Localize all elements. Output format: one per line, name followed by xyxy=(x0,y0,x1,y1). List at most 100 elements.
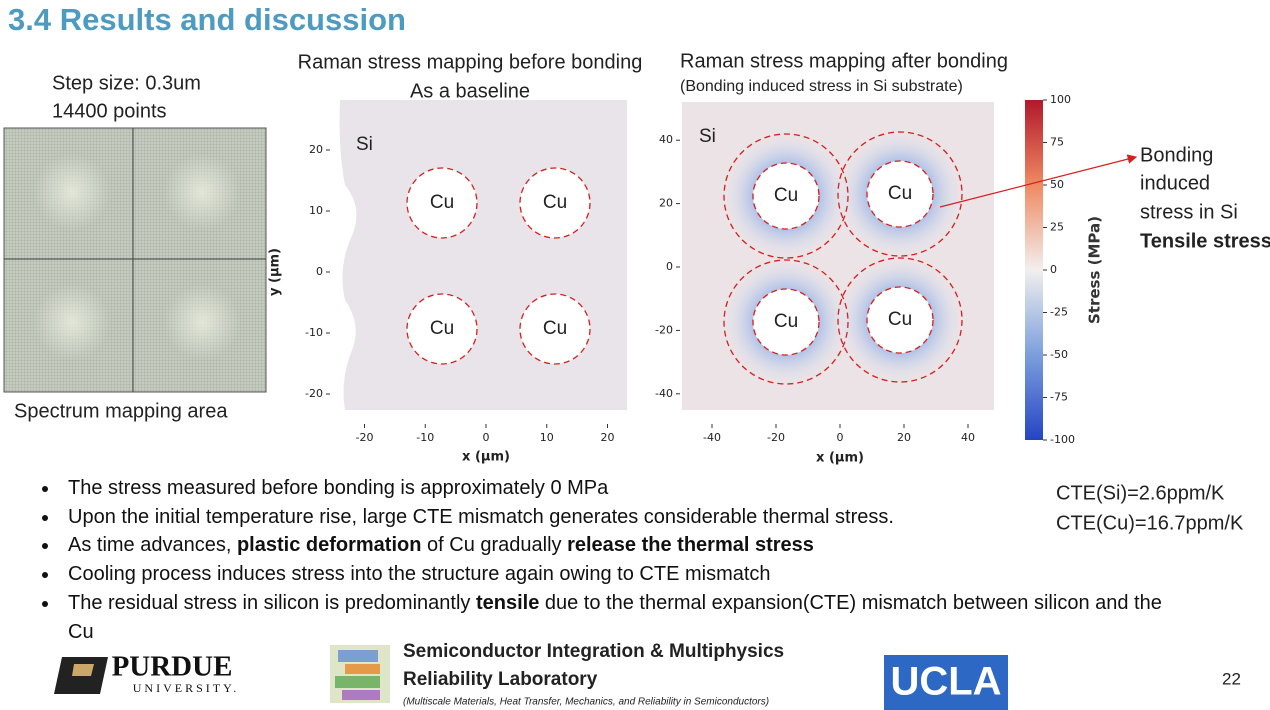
ucla: UCLA xyxy=(890,660,1001,704)
outer-ring xyxy=(723,133,849,259)
x-tick-label: 20 xyxy=(897,431,911,444)
cu-label: Cu xyxy=(888,183,912,204)
colorbar-tick-label: -100 xyxy=(1050,433,1075,446)
colorbar-label: Stress (MPa) xyxy=(1086,216,1104,324)
si-label: Si xyxy=(356,134,373,155)
cu-label: Cu xyxy=(774,311,798,332)
cu-pad xyxy=(519,293,591,365)
x-tick-label: 10 xyxy=(540,431,554,444)
cu-label: Cu xyxy=(888,309,912,330)
x-tick-label: -10 xyxy=(416,431,434,444)
y-tick-label: -20 xyxy=(655,323,673,336)
before-map-image xyxy=(339,100,627,410)
bullet-text: Cooling process induces stress into the … xyxy=(68,563,771,586)
cu-label: Cu xyxy=(543,318,567,339)
outer-ring xyxy=(837,257,963,383)
cu-label: Cu xyxy=(774,185,798,206)
colorbar-tick-label: 50 xyxy=(1050,178,1064,191)
annotation: stress in Si xyxy=(1140,201,1238,223)
y-axis-label: y (μm) xyxy=(268,248,283,296)
y-tick-label: 10 xyxy=(309,204,323,217)
page-number: 22 xyxy=(1222,669,1241,688)
bullet-text: of Cu gradually xyxy=(421,534,568,557)
lab-name: Reliability Laboratory xyxy=(403,669,598,690)
colorbar-tick-label: 100 xyxy=(1050,93,1071,106)
x-tick-label: 0 xyxy=(837,431,844,444)
annotation: Bonding xyxy=(1140,144,1213,166)
cte: CTE(Si)=2.6ppm/K xyxy=(1056,482,1225,504)
cu-pad xyxy=(866,160,934,228)
y-tick-label: 40 xyxy=(659,133,673,146)
cu-pad xyxy=(752,162,820,230)
bullet: As time advances, plastic deformation of… xyxy=(40,531,1190,560)
x-tick-label: -40 xyxy=(703,431,721,444)
colorbar-tick-label: 75 xyxy=(1050,136,1064,149)
lab-icon xyxy=(330,645,390,703)
cu-label: Cu xyxy=(430,318,454,339)
bullet: The residual stress in silicon is predom… xyxy=(40,589,1190,646)
colorbar-tick-label: 0 xyxy=(1050,263,1057,276)
y-tick-label: -10 xyxy=(305,326,323,339)
purdue-logo: PURDUE UNIVERSITY. xyxy=(54,651,239,695)
colorbar-tick-label: -75 xyxy=(1050,391,1068,404)
x-tick-label: 0 xyxy=(483,431,490,444)
bullet: The stress measured before bonding is ap… xyxy=(40,474,1190,503)
university: UNIVERSITY. xyxy=(133,681,239,695)
title: 3.4 Results and discussion xyxy=(8,2,406,37)
cu-pad xyxy=(406,293,478,365)
cu-label: Cu xyxy=(543,192,567,213)
bullet-text: The stress measured before bonding is ap… xyxy=(68,477,609,499)
colorbar-tick-label: -25 xyxy=(1050,306,1068,319)
cu-pad xyxy=(519,167,591,239)
y-tick-label: -40 xyxy=(655,387,673,400)
bullet-text: As time advances, xyxy=(68,534,237,557)
spectrum-caption: Spectrum mapping area xyxy=(14,400,228,422)
after-map-image xyxy=(682,102,994,410)
bullet: Cooling process induces stress into the … xyxy=(40,560,1190,589)
bullet-list: The stress measured before bonding is ap… xyxy=(40,474,1190,646)
y-tick-label: 0 xyxy=(316,265,323,278)
annotation: induced xyxy=(1140,172,1210,194)
cu-pad xyxy=(406,167,478,239)
step-size: Step size: 0.3um xyxy=(52,72,201,94)
spectrum-image xyxy=(3,127,267,393)
bullet-text: The residual stress in silicon is predom… xyxy=(68,591,476,614)
y-tick-label: 0 xyxy=(666,260,673,273)
map-subtitle: As a baseline xyxy=(410,80,530,102)
y-tick-label: 20 xyxy=(659,197,673,210)
lab-name: Semiconductor Integration & Multiphysics xyxy=(403,641,784,662)
cte: CTE(Cu)=16.7ppm/K xyxy=(1056,512,1244,534)
lab-note: (Multiscale Materials, Heat Transfer, Me… xyxy=(403,697,769,708)
bullet-text: plastic deformation xyxy=(236,534,422,557)
cu-pad xyxy=(866,286,934,354)
bullet-text: due to the thermal expansion(CTE) mismat… xyxy=(68,591,1162,643)
outer-ring xyxy=(723,259,849,385)
bullet: Upon the initial temperature rise, large… xyxy=(40,503,1190,532)
x-tick-label: -20 xyxy=(767,431,785,444)
cu-label: Cu xyxy=(430,192,454,213)
bullet-text: Upon the initial temperature rise, large… xyxy=(68,505,894,528)
y-tick-label: -20 xyxy=(305,387,323,400)
purdue: PURDUE xyxy=(112,651,233,683)
x-tick-label: 40 xyxy=(961,431,975,444)
x-axis-label: x (μm) xyxy=(462,450,510,465)
outer-ring xyxy=(837,131,963,257)
x-tick-label: -20 xyxy=(356,431,374,444)
arrow xyxy=(939,154,1138,208)
points: 14400 points xyxy=(52,100,167,122)
map-title: Raman stress mapping before bonding xyxy=(298,51,643,73)
x-axis-label: x (μm) xyxy=(816,451,864,466)
ucla-box xyxy=(884,655,1008,710)
map-subtitle: (Bonding induced stress in Si substrate) xyxy=(680,78,963,95)
colorbar xyxy=(1025,100,1043,440)
map-title: Raman stress mapping after bonding xyxy=(680,50,1008,72)
colorbar-tick-label: -50 xyxy=(1050,348,1068,361)
si-label: Si xyxy=(699,126,716,147)
bullet-text: release the thermal stress xyxy=(567,534,814,557)
y-tick-label: 20 xyxy=(309,143,323,156)
x-tick-label: 20 xyxy=(601,431,615,444)
bullet-text: tensile xyxy=(475,591,540,614)
annotation-bold: Tensile stress xyxy=(1140,230,1270,252)
